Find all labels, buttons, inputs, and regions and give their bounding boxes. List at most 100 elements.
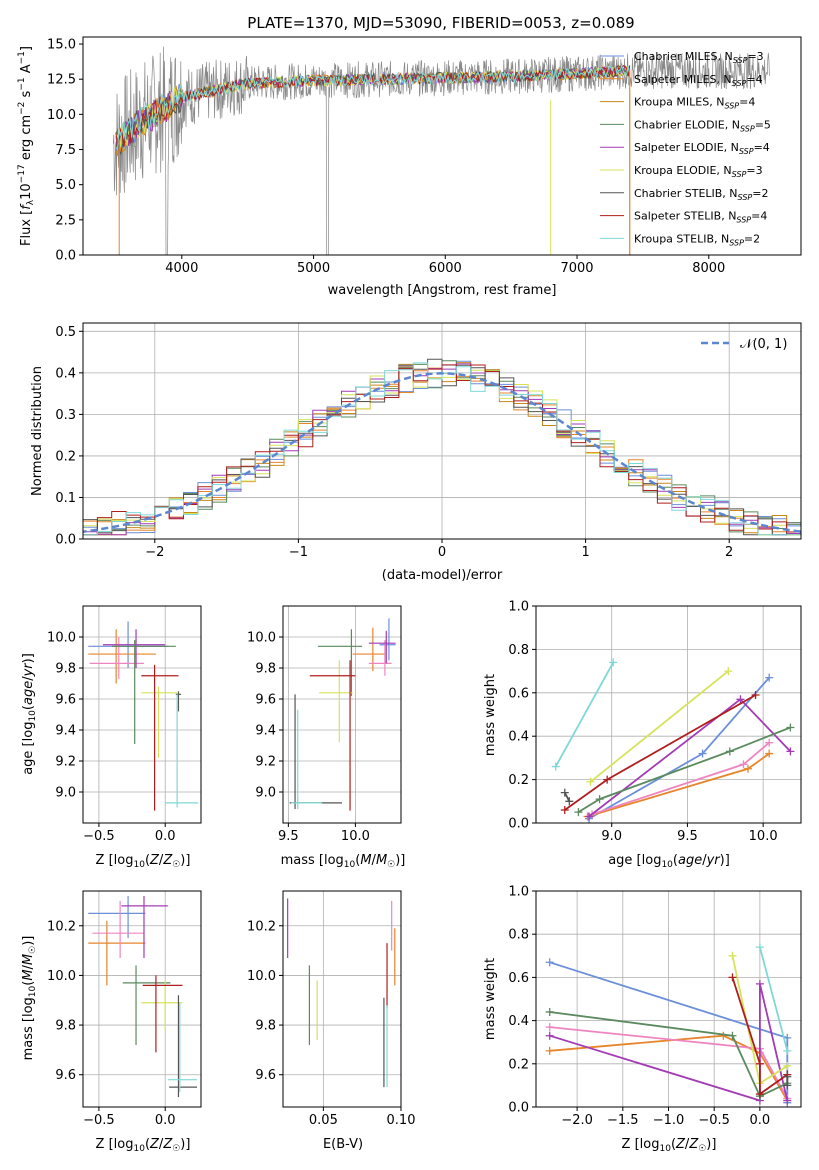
weight-marker	[545, 1031, 554, 1040]
ebv-mass-panel: 0.05 0.10 9.6 9.8 10.0 10.2	[247, 890, 415, 1128]
z-age-panel: −0.5 0.0 9.0 9.2 9.4 9.6 9.8 10.0	[47, 605, 202, 844]
p8-ylabel: mass weight	[483, 958, 498, 1040]
y-tick-label: 7.5	[55, 143, 76, 158]
weight-marker	[545, 1007, 554, 1016]
x-tick-label: 10.0	[341, 829, 370, 844]
y-tick-label: 9.0	[55, 786, 76, 801]
normal-legend-label: 𝒩(0, 1)	[740, 337, 787, 352]
weight-marker	[783, 1096, 792, 1105]
weight-marker	[736, 695, 745, 704]
x-tick-label: 9.0	[601, 829, 622, 844]
x-tick-label: −0.5	[83, 829, 115, 844]
legend-label: Salpeter ELODIE, NSSP=4	[634, 141, 770, 156]
y-tick-label: 0.0	[55, 533, 76, 548]
weight-line	[591, 742, 770, 816]
x-tick-label: 0.05	[309, 1113, 338, 1128]
y-tick-label: 0.4	[508, 730, 529, 745]
y-tick-label: 9.2	[255, 755, 276, 770]
y-tick-label: 0.6	[508, 971, 529, 986]
weight-marker	[765, 673, 774, 682]
y-tick-label: 9.8	[55, 662, 76, 677]
legend-subscript: SSP	[733, 56, 748, 65]
weight-marker	[728, 951, 737, 960]
x-tick-label: −2.0	[561, 1113, 593, 1128]
weight-line	[577, 726, 791, 813]
plot-area	[289, 618, 396, 811]
plot-area	[551, 658, 795, 823]
weight-marker	[786, 747, 795, 756]
y-tick-label: 9.6	[55, 1068, 76, 1083]
weight-marker	[786, 723, 795, 732]
y-tick-label: 9.4	[55, 724, 76, 739]
legend-subscript: SSP	[736, 216, 751, 225]
y-tick-label: 10.2	[47, 919, 76, 934]
legend-value: =4	[746, 73, 762, 86]
x-tick-label: 0.0	[155, 1113, 176, 1128]
residual-histogram	[83, 362, 801, 536]
weight-marker	[551, 762, 560, 771]
model-line	[115, 64, 631, 148]
x-tick-label: 8000	[692, 261, 725, 276]
weight-marker	[560, 805, 569, 814]
y-tick-label: 9.0	[255, 786, 276, 801]
legend-label: Chabrier ELODIE, NSSP=5	[634, 118, 771, 133]
weight-marker	[751, 690, 760, 699]
x-tick-label: 0	[438, 545, 446, 560]
x-tick-label: −1.0	[653, 1113, 685, 1128]
y-tick-label: 9.6	[255, 1068, 276, 1083]
y-tick-label: 0.3	[55, 408, 76, 423]
x-tick-label: 6000	[429, 261, 462, 276]
weight-marker	[744, 764, 752, 773]
weight-line	[564, 792, 571, 802]
x-tick-label: −0.5	[698, 1113, 730, 1128]
plot-frame	[282, 605, 402, 824]
p5-ylabel: mass weight	[483, 674, 498, 756]
p5-xlabel: age [log10(age/yr)]	[608, 853, 730, 870]
weight-marker	[560, 788, 569, 797]
model-line	[115, 64, 631, 151]
y-tick-label: 9.6	[55, 693, 76, 708]
plot-area	[88, 895, 198, 1098]
data-spectrum-line	[112, 46, 770, 255]
plot-area	[545, 943, 792, 1107]
y-tick-label: 0.8	[508, 643, 529, 658]
y-tick-label: 10.0	[47, 108, 76, 123]
y-tick-label: 1.0	[508, 600, 529, 615]
weight-marker	[603, 775, 612, 784]
weight-marker	[698, 749, 707, 758]
weight-line	[731, 977, 788, 1096]
y-tick-label: 10.0	[247, 969, 276, 984]
weight-marker	[545, 1023, 554, 1032]
x-tick-label: 9.5	[677, 829, 698, 844]
weight-marker	[725, 747, 734, 756]
weight-marker	[545, 1046, 554, 1055]
y-tick-label: 10.2	[247, 919, 276, 934]
weight-line	[549, 983, 789, 1102]
weight-marker	[755, 1059, 764, 1068]
weight-marker	[755, 979, 764, 988]
spectrum-xlabel: wavelength [Angstrom, rest frame]	[328, 283, 557, 298]
x-tick-label: 5000	[297, 261, 330, 276]
weight-marker	[728, 973, 737, 982]
legend-value: =4	[751, 210, 767, 223]
x-tick-label: 9.5	[278, 829, 299, 844]
legend-subscript: SSP	[732, 170, 747, 179]
legend-subscript: SSP	[729, 238, 744, 247]
y-tick-label: 9.8	[255, 1019, 276, 1034]
y-tick-label: 0.4	[55, 366, 76, 381]
x-tick-label: 4000	[165, 261, 198, 276]
legend-label: Kroupa MILES, NSSP=4	[634, 96, 755, 111]
spectrum-ylabel: Flux [fλ10−17 erg cm−2 s−1 A−1]	[17, 46, 36, 246]
y-tick-label: 5.0	[55, 178, 76, 193]
x-tick-label: 7000	[560, 261, 593, 276]
y-tick-label: 0.1	[55, 491, 76, 506]
y-tick-label: 12.5	[47, 73, 76, 88]
legend-subscript: SSP	[740, 124, 755, 133]
x-tick-label: −0.5	[83, 1113, 115, 1128]
plot-frame	[82, 605, 202, 824]
residual-legend: 𝒩(0, 1)	[701, 337, 787, 352]
p6-ylabel: mass [log10(M/M☉)]	[21, 936, 38, 1061]
x-tick-label: −1.5	[607, 1113, 639, 1128]
y-tick-label: 15.0	[47, 38, 76, 53]
y-tick-label: 0.5	[55, 325, 76, 340]
